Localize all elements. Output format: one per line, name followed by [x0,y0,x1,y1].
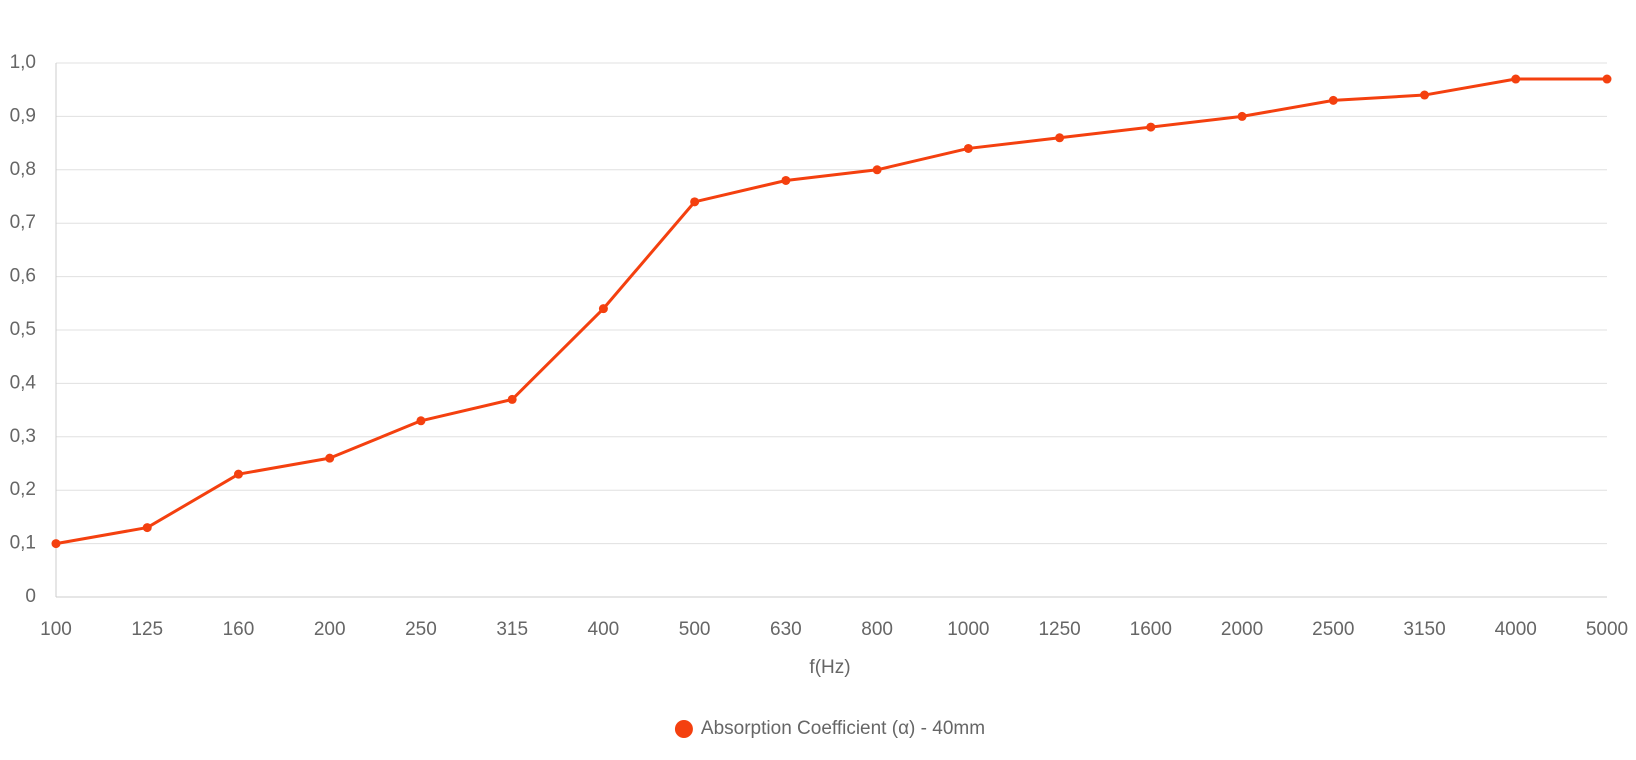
y-tick-label: 0,4 [10,372,37,393]
data-point [1237,111,1247,121]
x-tick-label: 630 [770,619,802,640]
data-point [1420,90,1430,100]
data-point [142,523,152,533]
x-tick-label: 1000 [947,619,989,640]
y-tick-label: 0,9 [10,105,36,126]
data-point [51,539,61,549]
data-point [690,197,700,207]
data-point [1146,122,1156,132]
legend-label: Absorption Coefficient (α) - 40mm [701,718,985,739]
y-tick-label: 0,2 [10,479,36,500]
x-tick-label: 1600 [1130,619,1172,640]
y-tick-label: 0,6 [10,266,36,287]
x-tick-label: 200 [314,619,346,640]
x-tick-label: 5000 [1586,619,1628,640]
series-line [55,77,1607,546]
data-point [872,165,882,175]
data-point [325,453,335,463]
x-tick-label: 125 [131,619,163,640]
y-tick-label: 1,0 [10,52,36,73]
data-point [1511,74,1521,84]
data-point [233,469,243,479]
data-point [416,416,426,426]
y-tick-label: 0,7 [10,212,36,233]
x-tick-label: 100 [40,619,72,640]
x-tick-label: 800 [861,619,893,640]
y-tick-label: 0 [25,586,36,607]
x-tick-label: 4000 [1495,619,1537,640]
x-tick-label: 1250 [1038,619,1080,640]
y-tick-label: 0,1 [10,533,36,554]
x-axis-label: f(Hz) [809,657,850,678]
x-tick-label: 2000 [1221,619,1263,640]
x-tick-label: 400 [588,619,620,640]
y-tick-label: 0,3 [10,426,36,447]
data-point [507,394,517,404]
data-point [598,304,608,314]
x-tick-label: 250 [405,619,437,640]
data-point [1602,74,1612,84]
x-tick-label: 315 [496,619,528,640]
x-tick-label: 160 [223,619,255,640]
data-point [1328,95,1338,105]
x-tick-label: 3150 [1403,619,1445,640]
legend-marker [674,720,693,738]
y-tick-label: 0,8 [10,159,36,180]
data-point [1055,133,1065,143]
data-point [963,143,973,153]
y-tick-label: 0,5 [10,319,36,340]
x-tick-label: 500 [679,619,711,640]
data-point [781,175,791,185]
x-tick-label: 2500 [1312,619,1354,640]
